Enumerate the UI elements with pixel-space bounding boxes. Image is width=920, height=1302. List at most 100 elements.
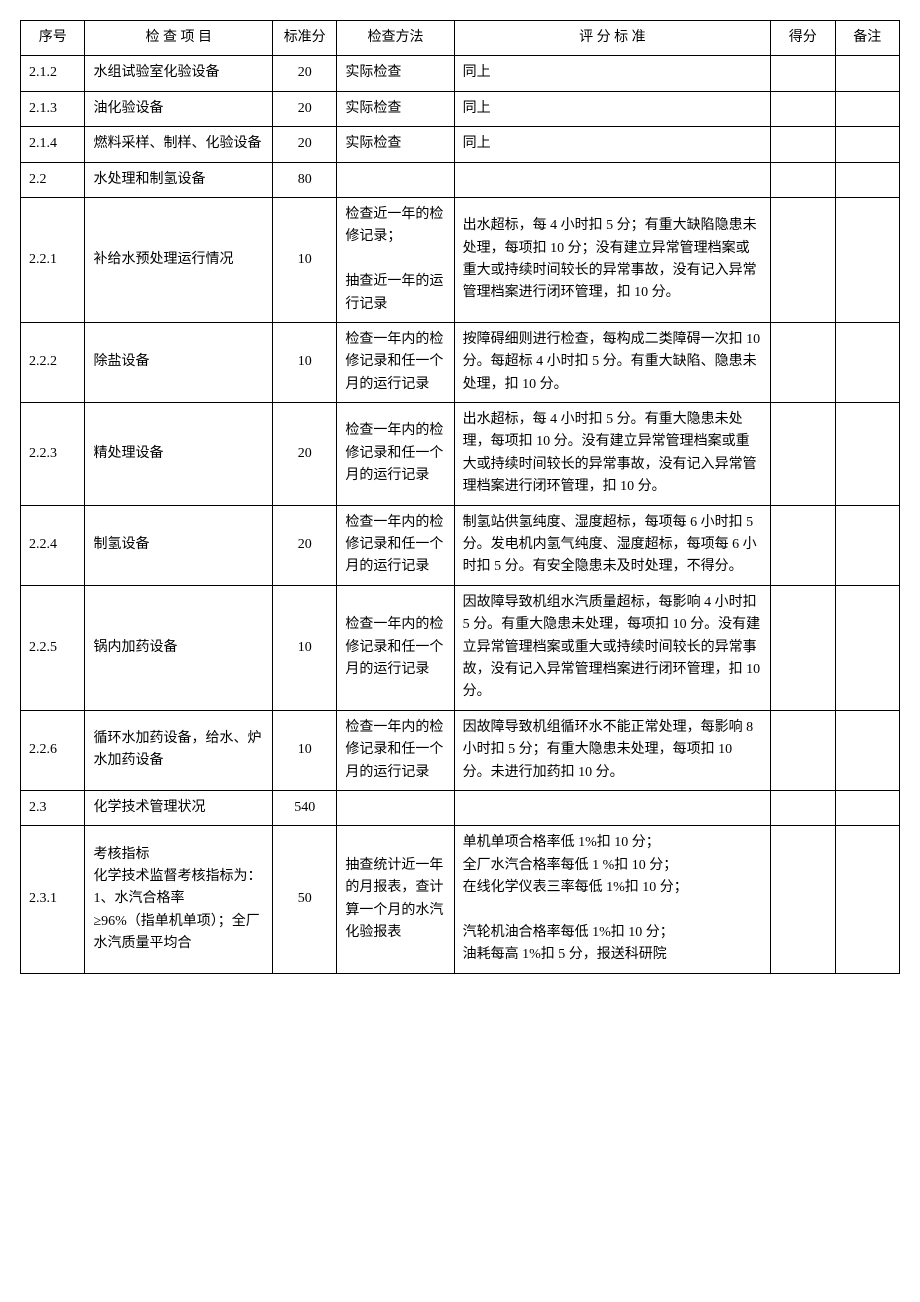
cell-criteria [454, 790, 770, 825]
header-got: 得分 [771, 21, 835, 56]
cell-score: 10 [272, 197, 336, 322]
cell-criteria: 因故障导致机组循环水不能正常处理，每影响 8 小时扣 5 分；有重大隐患未处理，… [454, 710, 770, 790]
cell-seq: 2.2.2 [21, 322, 85, 402]
cell-score: 20 [272, 127, 336, 162]
header-method: 检查方法 [337, 21, 454, 56]
table-row: 2.3.1考核指标 化学技术监督考核指标为： 1、水汽合格率 ≥96%（指单机单… [21, 826, 900, 973]
cell-score: 10 [272, 322, 336, 402]
cell-item: 锅内加药设备 [85, 585, 273, 710]
cell-note [835, 162, 900, 197]
cell-note [835, 403, 900, 506]
cell-got [771, 127, 835, 162]
table-header-row: 序号 检 查 项 目 标准分 检查方法 评 分 标 准 得分 备注 [21, 21, 900, 56]
table-row: 2.2.6循环水加药设备，给水、炉水加药设备10检查一年内的检修记录和任一个月的… [21, 710, 900, 790]
table-row: 2.1.4燃料采样、制样、化验设备20实际检查同上 [21, 127, 900, 162]
cell-score: 10 [272, 710, 336, 790]
table-row: 2.3化学技术管理状况540 [21, 790, 900, 825]
cell-item: 油化验设备 [85, 91, 273, 126]
cell-item: 除盐设备 [85, 322, 273, 402]
cell-seq: 2.1.4 [21, 127, 85, 162]
cell-criteria: 同上 [454, 56, 770, 91]
cell-note [835, 56, 900, 91]
cell-note [835, 91, 900, 126]
cell-score: 540 [272, 790, 336, 825]
cell-note [835, 127, 900, 162]
table-row: 2.2.3精处理设备20检查一年内的检修记录和任一个月的运行记录出水超标，每 4… [21, 403, 900, 506]
cell-got [771, 91, 835, 126]
cell-method: 实际检查 [337, 127, 454, 162]
cell-item: 燃料采样、制样、化验设备 [85, 127, 273, 162]
cell-criteria: 同上 [454, 91, 770, 126]
cell-criteria [454, 162, 770, 197]
cell-criteria: 单机单项合格率低 1%扣 10 分； 全厂水汽合格率每低 1 %扣 10 分； … [454, 826, 770, 973]
cell-note [835, 826, 900, 973]
cell-seq: 2.3 [21, 790, 85, 825]
cell-seq: 2.2.6 [21, 710, 85, 790]
header-criteria: 评 分 标 准 [454, 21, 770, 56]
header-item: 检 查 项 目 [85, 21, 273, 56]
cell-seq: 2.1.3 [21, 91, 85, 126]
cell-score: 20 [272, 56, 336, 91]
cell-criteria: 出水超标，每 4 小时扣 5 分。有重大隐患未处理，每项扣 10 分。没有建立异… [454, 403, 770, 506]
cell-score: 20 [272, 91, 336, 126]
cell-score: 80 [272, 162, 336, 197]
header-score: 标准分 [272, 21, 336, 56]
cell-method: 检查一年内的检修记录和任一个月的运行记录 [337, 505, 454, 585]
cell-method: 检查近一年的检修记录； 抽查近一年的运行记录 [337, 197, 454, 322]
cell-method: 实际检查 [337, 56, 454, 91]
cell-criteria: 出水超标，每 4 小时扣 5 分；有重大缺陷隐患未处理，每项扣 10 分；没有建… [454, 197, 770, 322]
cell-note [835, 585, 900, 710]
inspection-table: 序号 检 查 项 目 标准分 检查方法 评 分 标 准 得分 备注 2.1.2水… [20, 20, 900, 974]
cell-seq: 2.2.1 [21, 197, 85, 322]
table-row: 2.2.1补给水预处理运行情况10检查近一年的检修记录； 抽查近一年的运行记录出… [21, 197, 900, 322]
cell-method: 检查一年内的检修记录和任一个月的运行记录 [337, 322, 454, 402]
table-body: 2.1.2水组试验室化验设备20实际检查同上2.1.3油化验设备20实际检查同上… [21, 56, 900, 973]
table-row: 2.2.2除盐设备10检查一年内的检修记录和任一个月的运行记录按障碍细则进行检查… [21, 322, 900, 402]
table-row: 2.2.5锅内加药设备10检查一年内的检修记录和任一个月的运行记录因故障导致机组… [21, 585, 900, 710]
cell-seq: 2.2.3 [21, 403, 85, 506]
table-row: 2.1.2水组试验室化验设备20实际检查同上 [21, 56, 900, 91]
cell-criteria: 制氢站供氢纯度、湿度超标，每项每 6 小时扣 5 分。发电机内氢气纯度、湿度超标… [454, 505, 770, 585]
cell-got [771, 162, 835, 197]
cell-score: 10 [272, 585, 336, 710]
cell-note [835, 710, 900, 790]
cell-note [835, 790, 900, 825]
cell-item: 精处理设备 [85, 403, 273, 506]
cell-seq: 2.2 [21, 162, 85, 197]
cell-seq: 2.1.2 [21, 56, 85, 91]
cell-item: 补给水预处理运行情况 [85, 197, 273, 322]
cell-method [337, 790, 454, 825]
cell-got [771, 403, 835, 506]
cell-method: 实际检查 [337, 91, 454, 126]
cell-item: 水处理和制氢设备 [85, 162, 273, 197]
cell-seq: 2.2.5 [21, 585, 85, 710]
cell-method: 检查一年内的检修记录和任一个月的运行记录 [337, 585, 454, 710]
cell-method: 检查一年内的检修记录和任一个月的运行记录 [337, 403, 454, 506]
cell-criteria: 因故障导致机组水汽质量超标，每影响 4 小时扣 5 分。有重大隐患未处理，每项扣… [454, 585, 770, 710]
cell-got [771, 56, 835, 91]
cell-seq: 2.3.1 [21, 826, 85, 973]
cell-got [771, 710, 835, 790]
cell-criteria: 按障碍细则进行检查，每构成二类障碍一次扣 10 分。每超标 4 小时扣 5 分。… [454, 322, 770, 402]
cell-criteria: 同上 [454, 127, 770, 162]
cell-score: 20 [272, 403, 336, 506]
cell-got [771, 322, 835, 402]
cell-got [771, 197, 835, 322]
cell-item: 考核指标 化学技术监督考核指标为： 1、水汽合格率 ≥96%（指单机单项）；全厂… [85, 826, 273, 973]
cell-got [771, 790, 835, 825]
table-row: 2.2.4制氢设备20检查一年内的检修记录和任一个月的运行记录制氢站供氢纯度、湿… [21, 505, 900, 585]
cell-got [771, 505, 835, 585]
cell-item: 制氢设备 [85, 505, 273, 585]
cell-method [337, 162, 454, 197]
cell-method: 抽查统计近一年的月报表，查计算一个月的水汽化验报表 [337, 826, 454, 973]
cell-note [835, 197, 900, 322]
cell-item: 水组试验室化验设备 [85, 56, 273, 91]
cell-item: 化学技术管理状况 [85, 790, 273, 825]
cell-method: 检查一年内的检修记录和任一个月的运行记录 [337, 710, 454, 790]
cell-score: 20 [272, 505, 336, 585]
cell-seq: 2.2.4 [21, 505, 85, 585]
header-note: 备注 [835, 21, 900, 56]
header-seq: 序号 [21, 21, 85, 56]
cell-score: 50 [272, 826, 336, 973]
table-row: 2.2水处理和制氢设备80 [21, 162, 900, 197]
